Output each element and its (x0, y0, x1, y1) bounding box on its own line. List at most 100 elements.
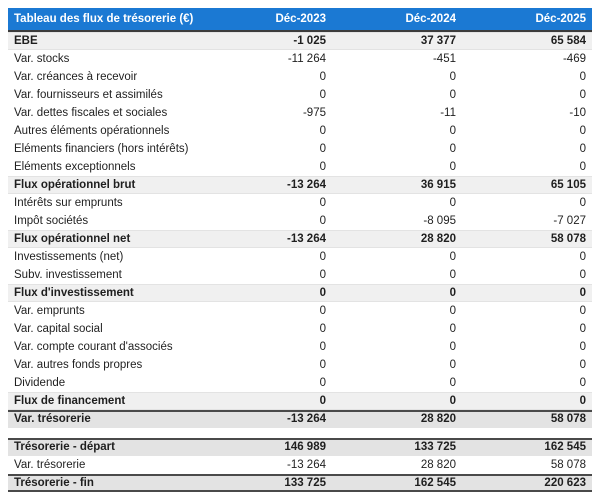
table-row: Investissements (net) 0 0 0 (8, 248, 592, 266)
value-cell: 0 (319, 287, 326, 299)
table-row: Var. trésorerie -13 264 28 820 58 078 (8, 410, 592, 428)
row-label: Var. stocks (14, 53, 70, 65)
value-cell: 0 (449, 287, 456, 299)
value-cell: 28 820 (420, 459, 456, 471)
value-cell: -469 (562, 53, 586, 65)
table-row: Var. stocks -11 264 -451 -469 (8, 50, 592, 68)
row-label: Eléments exceptionnels (14, 161, 136, 173)
value-cell: 65 584 (550, 35, 586, 47)
value-cell: 0 (449, 269, 456, 281)
value-cell: -10 (569, 107, 586, 119)
value-cell: 58 078 (550, 459, 586, 471)
value-cell: 28 820 (420, 413, 456, 425)
row-label: Var. compte courant d'associés (14, 341, 173, 353)
table-row: Var. autres fonds propres 0 0 0 (8, 356, 592, 374)
row-label: Eléments financiers (hors intérêts) (14, 143, 189, 155)
value-cell: 65 105 (550, 179, 586, 191)
row-label: Var. trésorerie (14, 459, 86, 471)
value-cell: 0 (319, 251, 326, 263)
value-cell: 0 (579, 305, 586, 317)
value-cell: 0 (449, 89, 456, 101)
value-cell: 0 (319, 341, 326, 353)
table-row: Var. fournisseurs et assimilés 0 0 0 (8, 86, 592, 104)
value-cell: 36 915 (420, 179, 456, 191)
value-cell: 0 (319, 125, 326, 137)
value-cell: 0 (579, 197, 586, 209)
value-cell: -7 027 (553, 215, 586, 227)
table-title: Tableau des flux de trésorerie (€) (14, 13, 194, 25)
value-cell: -13 264 (286, 413, 326, 425)
value-cell: 0 (449, 125, 456, 137)
value-cell: 162 545 (544, 441, 586, 453)
row-label: Flux de financement (14, 395, 126, 407)
row-label: Var. trésorerie (14, 413, 91, 425)
value-cell: 0 (579, 251, 586, 263)
row-label: Trésorerie - fin (14, 477, 94, 489)
value-cell: 0 (449, 143, 456, 155)
value-cell: 37 377 (420, 35, 456, 47)
column-header-dec-2023: Déc-2023 (275, 13, 326, 25)
table-section: Trésorerie - départ 146 989 133 725 162 545… (8, 438, 592, 492)
value-cell: -11 264 (287, 53, 326, 65)
value-cell: 0 (319, 197, 326, 209)
value-cell: 0 (319, 143, 326, 155)
table-row: Subv. investissement 0 0 0 (8, 266, 592, 284)
value-cell: 0 (449, 305, 456, 317)
value-cell: 0 (319, 359, 326, 371)
value-cell: 0 (319, 377, 326, 389)
table-row: Autres éléments opérationnels 0 0 0 (8, 122, 592, 140)
table-row: Var. capital social 0 0 0 (8, 320, 592, 338)
table-row: Intérêts sur emprunts 0 0 0 (8, 194, 592, 212)
table-row: Flux opérationnel net -13 264 28 820 58 078 (8, 230, 592, 248)
value-cell: 0 (319, 395, 326, 407)
column-header-dec-2024: Déc-2024 (405, 13, 456, 25)
row-label: Impôt sociétés (14, 215, 89, 227)
table-row: Dividende 0 0 0 (8, 374, 592, 392)
column-header-dec-2025: Déc-2025 (535, 13, 586, 25)
row-label: Flux opérationnel net (14, 233, 131, 245)
value-cell: 0 (579, 71, 586, 83)
table-row: Trésorerie - départ 146 989 133 725 162 545 (8, 438, 592, 456)
value-cell: 0 (579, 143, 586, 155)
value-cell: 0 (579, 287, 586, 299)
value-cell: -1 025 (293, 35, 326, 47)
value-cell: 0 (579, 359, 586, 371)
table-row: Var. créances à recevoir 0 0 0 (8, 68, 592, 86)
table-row: Trésorerie - fin 133 725 162 545 220 623 (8, 474, 592, 492)
value-cell: 133 725 (414, 441, 456, 453)
table-row: Var. emprunts 0 0 0 (8, 302, 592, 320)
table-row: Flux de financement 0 0 0 (8, 392, 592, 410)
value-cell: -13 264 (286, 233, 326, 245)
table-row: Flux opérationnel brut -13 264 36 915 65 10… (8, 176, 592, 194)
value-cell: 162 545 (414, 477, 456, 489)
value-cell: 28 820 (420, 233, 456, 245)
value-cell: 0 (319, 269, 326, 281)
row-label: Var. fournisseurs et assimilés (14, 89, 163, 101)
table-row: EBE -1 025 37 377 65 584 (8, 32, 592, 50)
row-label: Flux d'investissement (14, 287, 134, 299)
row-label: Var. emprunts (14, 305, 85, 317)
value-cell: 58 078 (550, 233, 586, 245)
table-row: Var. trésorerie -13 264 28 820 58 078 (8, 456, 592, 474)
row-label: Dividende (14, 377, 66, 389)
table-row: Eléments exceptionnels 0 0 0 (8, 158, 592, 176)
table-row: Eléments financiers (hors intérêts) 0 0 0 (8, 140, 592, 158)
row-label: Investissements (net) (14, 251, 124, 263)
value-cell: 0 (319, 71, 326, 83)
value-cell: 0 (579, 125, 586, 137)
row-label: Var. créances à recevoir (14, 71, 138, 83)
value-cell: 146 989 (284, 441, 326, 453)
value-cell: -13 264 (286, 459, 326, 471)
value-cell: 0 (319, 89, 326, 101)
value-cell: 0 (579, 323, 586, 335)
row-label: Subv. investissement (14, 269, 122, 281)
value-cell: 220 623 (544, 477, 586, 489)
value-cell: 0 (449, 359, 456, 371)
cashflow-table-body: EBE -1 025 37 377 65 584 Var. stocks -11 264 -… (8, 32, 592, 492)
value-cell: -451 (432, 53, 456, 65)
value-cell: 0 (319, 305, 326, 317)
value-cell: 0 (579, 341, 586, 353)
value-cell: 0 (579, 161, 586, 173)
value-cell: 0 (449, 161, 456, 173)
table-row: Var. compte courant d'associés 0 0 0 (8, 338, 592, 356)
